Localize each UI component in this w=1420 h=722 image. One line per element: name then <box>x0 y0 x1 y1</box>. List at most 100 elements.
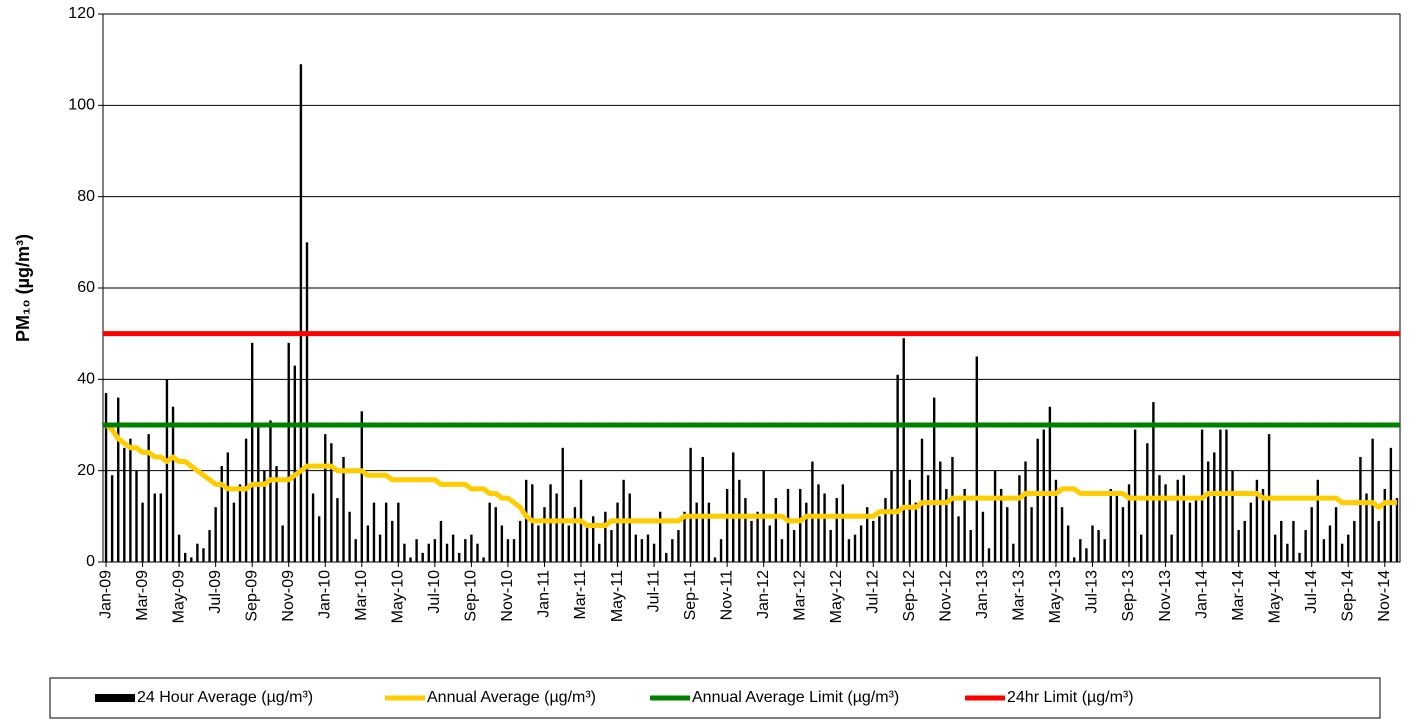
bar <box>640 539 644 562</box>
bar <box>518 520 522 562</box>
x-tick-label: Jul-14 <box>1303 570 1320 614</box>
y-tick-label: 20 <box>77 462 95 479</box>
bar <box>165 379 169 562</box>
bar <box>945 488 948 562</box>
bar <box>902 338 905 562</box>
bar <box>476 543 479 562</box>
bar <box>969 530 972 562</box>
bar <box>1060 507 1064 562</box>
bar <box>537 525 540 562</box>
bar <box>104 393 108 562</box>
x-tick-label: Jan-10 <box>316 570 333 619</box>
y-tick-label: 0 <box>86 553 95 570</box>
bar <box>488 502 491 562</box>
bar <box>1213 452 1216 562</box>
bar <box>360 411 363 562</box>
bar <box>841 484 845 562</box>
bar <box>342 456 345 562</box>
bar <box>147 434 150 562</box>
bar <box>445 543 449 562</box>
bar <box>908 479 912 562</box>
bar <box>591 516 595 562</box>
bar <box>555 493 558 562</box>
bar <box>269 420 272 562</box>
bar <box>829 530 832 562</box>
bar <box>1030 507 1033 562</box>
bar <box>768 525 771 562</box>
bar <box>1048 406 1052 562</box>
bar <box>305 242 309 563</box>
bar <box>786 488 790 562</box>
bar <box>926 475 930 562</box>
y-axis-title: PM₁₀ (µg/m³) <box>13 234 33 342</box>
bar <box>397 502 400 562</box>
bar <box>1316 479 1319 562</box>
bar <box>1377 520 1380 562</box>
bar <box>634 534 638 562</box>
bar <box>1121 507 1125 562</box>
bar <box>817 484 820 562</box>
bar <box>257 425 260 562</box>
bar <box>658 511 662 562</box>
bar <box>311 493 315 562</box>
bar <box>835 498 838 562</box>
bar <box>1353 520 1356 562</box>
x-tick-label: Jan-11 <box>536 570 553 618</box>
bar <box>232 502 236 562</box>
bar <box>671 539 674 562</box>
bar <box>171 406 175 562</box>
bar <box>330 443 333 562</box>
bar <box>506 539 510 562</box>
bar <box>890 470 893 562</box>
bar <box>141 502 144 562</box>
bar <box>725 488 729 562</box>
bar <box>774 498 778 562</box>
bar <box>1280 520 1283 562</box>
bar <box>336 498 339 562</box>
x-tick-label: Mar-10 <box>353 570 370 621</box>
x-tick-label: May-10 <box>390 570 407 623</box>
bar <box>932 397 936 562</box>
bar <box>208 530 211 562</box>
x-tick-label: Jan-09 <box>97 570 114 619</box>
x-tick-label: Jan-12 <box>755 570 772 619</box>
annual-average-line <box>104 423 1397 528</box>
x-tick-label: May-14 <box>1266 570 1283 623</box>
bar <box>293 365 297 562</box>
legend-label: Annual Average Limit (µg/m³) <box>692 689 899 706</box>
bar <box>1188 502 1192 562</box>
bar <box>744 498 747 562</box>
bar <box>1158 475 1161 562</box>
x-tick-label: Nov-11 <box>718 570 735 620</box>
bar <box>317 516 321 562</box>
bar <box>878 516 881 562</box>
bar <box>482 557 485 562</box>
bar <box>196 543 199 562</box>
bar <box>391 520 394 562</box>
bar <box>366 525 370 562</box>
bar <box>1140 534 1143 562</box>
bar <box>999 488 1003 562</box>
x-tick-label: Jan-14 <box>1193 570 1210 619</box>
bar <box>750 520 753 562</box>
bar <box>1152 402 1155 562</box>
bar <box>202 548 205 562</box>
bar <box>975 356 979 562</box>
bar <box>1255 479 1259 562</box>
bar <box>859 525 863 562</box>
bar <box>1273 534 1277 562</box>
bar <box>811 461 814 562</box>
bar <box>823 493 826 562</box>
bar <box>604 511 607 562</box>
bar <box>299 64 303 562</box>
bar <box>1006 507 1009 562</box>
x-tick-label: Sep-10 <box>463 570 480 622</box>
bar <box>324 434 327 562</box>
y-tick-label: 80 <box>77 188 95 205</box>
bar <box>494 507 497 562</box>
bar <box>951 456 954 562</box>
bar <box>1334 507 1338 562</box>
bar <box>939 461 942 562</box>
bar <box>1146 443 1149 562</box>
